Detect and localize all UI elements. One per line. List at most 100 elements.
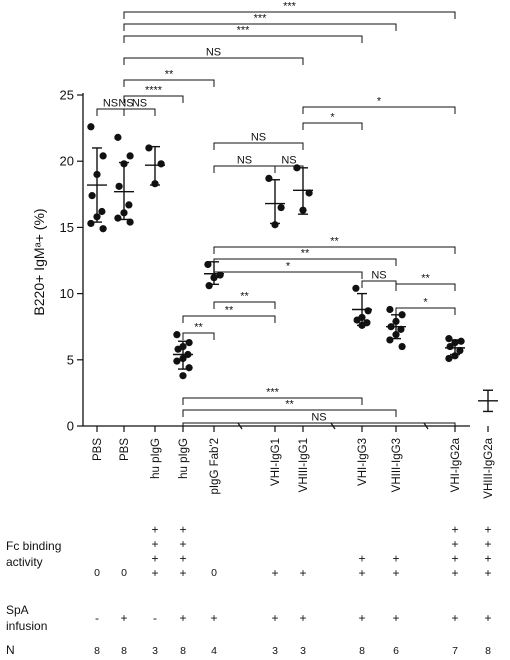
data-point — [126, 152, 134, 160]
significance-label: ** — [165, 69, 174, 81]
significance-label: *** — [237, 25, 251, 37]
significance-bracket — [213, 142, 304, 150]
significance-bracket — [123, 57, 304, 65]
fc-mark: + — [271, 566, 278, 580]
significance-label: NS — [237, 155, 252, 167]
category-label: PBS — [92, 438, 104, 461]
significance-label: NS — [371, 270, 386, 282]
significance-bracket — [123, 95, 184, 103]
data-point — [185, 338, 193, 347]
fc-mark: + — [484, 523, 491, 537]
significance-label: NS — [281, 155, 296, 167]
spa-value: - — [95, 611, 99, 625]
spa-value: + — [358, 611, 365, 625]
n-value: 8 — [94, 645, 100, 657]
n-value: 3 — [272, 645, 278, 657]
category-label: PBS — [119, 438, 131, 461]
significance-bracket — [361, 280, 397, 288]
data-point — [265, 174, 273, 183]
n-value: 4 — [211, 645, 217, 657]
n-value: 8 — [485, 645, 491, 657]
data-point — [88, 192, 96, 200]
significance-label: ** — [421, 273, 430, 285]
data-point — [114, 133, 122, 141]
significance-bracket — [123, 108, 156, 116]
category-label: VHIII-IgG2a — [483, 437, 495, 498]
significance-bracket — [182, 409, 397, 417]
data-point — [398, 311, 406, 319]
data-point — [98, 207, 106, 216]
fc-mark: + — [451, 537, 458, 551]
significance-label: * — [330, 112, 335, 124]
significance-bracket — [96, 108, 125, 116]
data-point — [445, 354, 453, 363]
significance-label: NS — [311, 412, 326, 424]
data-point — [157, 160, 165, 168]
category-label: hu pIgG — [178, 438, 190, 479]
significance-bracket — [213, 301, 276, 309]
data-point — [173, 357, 181, 365]
spa-row-label-1: SpA — [6, 603, 29, 617]
data-point — [352, 284, 360, 292]
data-point — [126, 218, 134, 226]
y-tick-label: 20 — [60, 154, 74, 169]
spa-value: + — [179, 611, 186, 625]
data-point — [173, 331, 181, 339]
fc-mark: + — [151, 552, 158, 566]
data-point — [125, 201, 133, 209]
spa-value: + — [484, 611, 491, 625]
significance-label: ** — [194, 322, 203, 334]
category-labels: PBS PBS hu pIgG hu pIgG pIgG Fab'2 VHI-IgG1 VH… — [92, 437, 495, 498]
significance-bracket — [395, 283, 456, 291]
data-point — [305, 189, 313, 197]
fc-mark: + — [392, 552, 399, 566]
significance-label: **** — [145, 85, 163, 97]
spa-value: + — [120, 611, 127, 625]
data-point — [364, 307, 372, 315]
category-label: VHIII-IgG3 — [391, 438, 403, 492]
significance-bracket — [96, 108, 156, 116]
fc-mark: + — [451, 552, 458, 566]
data-point — [398, 342, 406, 351]
significance-bracket — [182, 422, 456, 430]
significance-label: NS — [251, 132, 266, 144]
category-label: VHI-IgG1 — [270, 438, 282, 486]
data-point — [114, 214, 122, 222]
n-value: 8 — [180, 645, 186, 657]
significance-bracket — [213, 246, 456, 254]
data-point — [204, 260, 212, 269]
spa-value: + — [392, 611, 399, 625]
significance-bracket — [274, 165, 304, 173]
significance-bracket — [213, 165, 276, 173]
significance-label: *** — [266, 387, 280, 399]
axis-break — [330, 422, 336, 430]
significance-bracket — [123, 23, 397, 31]
n-value: 3 — [300, 645, 306, 657]
significance-bracket — [123, 79, 215, 87]
data-point — [446, 342, 454, 351]
fc-mark: + — [358, 566, 365, 580]
significance-label: NS — [103, 98, 118, 110]
y-tick-label: 5 — [67, 352, 74, 367]
y-axis-label: B220+ IgMᵃ+ (%) — [31, 208, 47, 315]
fc-row-label-1: Fc binding — [6, 539, 61, 553]
axis-break — [237, 422, 243, 430]
fc-mark: + — [179, 566, 186, 580]
spa-value: - — [153, 611, 157, 625]
data-point — [445, 335, 453, 343]
fc-value: 0 — [94, 567, 100, 579]
significance-bracket — [182, 397, 363, 405]
n-value: 7 — [452, 645, 458, 657]
fc-row-label-2: activity — [6, 555, 43, 569]
fc-mark: + — [358, 552, 365, 566]
significance-bracket — [213, 271, 363, 279]
data-point — [456, 346, 464, 355]
significance-label: *** — [283, 1, 297, 13]
fc-mark: + — [179, 552, 186, 566]
fc-mark: + — [179, 523, 186, 537]
significance-bracket — [182, 315, 276, 323]
data-point — [185, 364, 193, 372]
significance-label: NS — [118, 98, 133, 110]
n-value: 6 — [393, 645, 399, 657]
